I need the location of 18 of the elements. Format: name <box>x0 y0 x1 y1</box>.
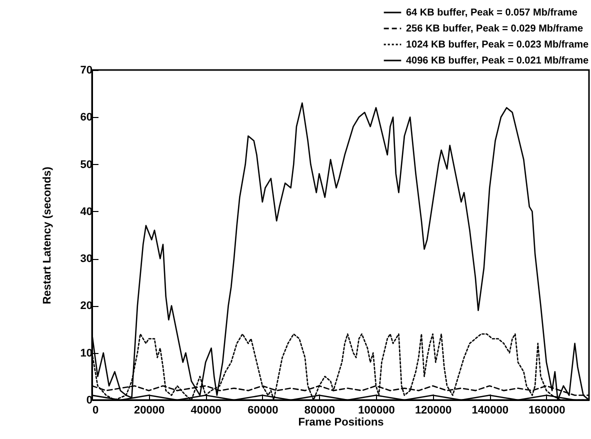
x-tick-label: 40000 <box>190 404 222 416</box>
y-axis-title: Restart Latency (seconds) <box>41 166 54 304</box>
y-tick-label: 50 <box>80 158 92 171</box>
legend-label: 4096 KB buffer, Peak = 0.021 Mb/frame <box>406 56 590 66</box>
x-tick-label: 80000 <box>304 404 335 416</box>
x-tick-label: 60000 <box>248 404 278 416</box>
y-tick-label: 60 <box>80 112 92 124</box>
legend-label: 1024 KB buffer, Peak = 0.023 Mb/frame <box>406 40 590 50</box>
y-tick-label: 40 <box>80 206 92 218</box>
x-tick-label: 120000 <box>414 404 452 416</box>
x-tick-label: 20000 <box>134 404 165 416</box>
x-tick-label: 160000 <box>528 404 566 416</box>
x-tick-label: 100000 <box>358 404 395 416</box>
legend-label: 64 KB buffer, Peak = 0.057 Mb/frame <box>406 8 578 18</box>
legend-label: 256 KB buffer, Peak = 0.029 Mb/frame <box>406 24 584 34</box>
x-tick-label: 140000 <box>472 404 508 416</box>
y-tick-label: 70 <box>80 64 92 76</box>
x-axis-title: Frame Positions <box>298 416 384 428</box>
